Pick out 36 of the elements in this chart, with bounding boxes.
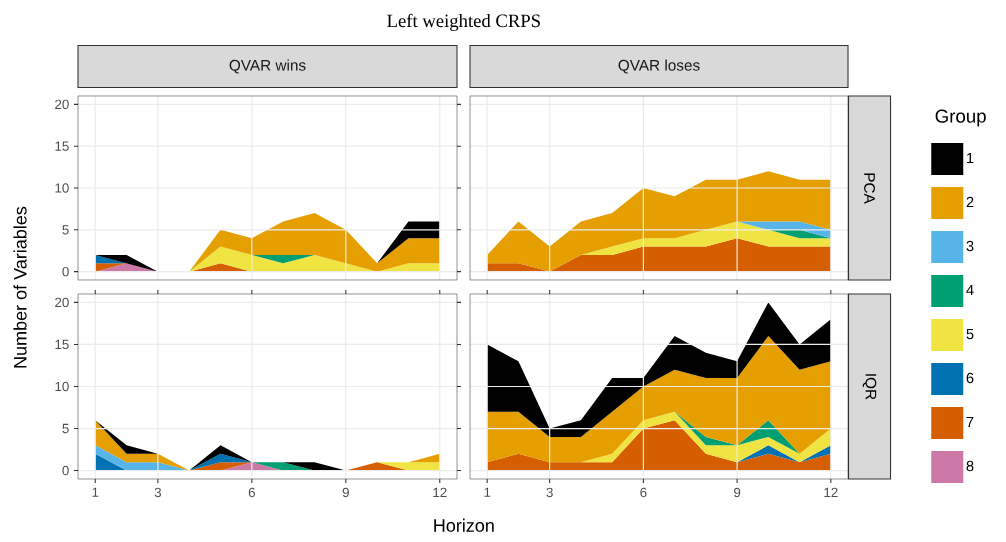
legend-label: 4 xyxy=(966,284,974,295)
y-axis-title: Number of Variables xyxy=(13,206,27,368)
legend-label: 8 xyxy=(966,460,974,472)
legend-label: 6 xyxy=(966,372,974,384)
x-tick-label: 9 xyxy=(734,487,741,498)
y-tick-label: 10 xyxy=(55,381,69,392)
x-tick-label: 6 xyxy=(248,487,255,498)
y-tick-label: 5 xyxy=(62,225,69,235)
y-tick-label: 20 xyxy=(55,297,69,308)
legend-label: 2 xyxy=(966,196,974,208)
y2-axis-title: PCA xyxy=(864,173,875,204)
x-tick-label: 3 xyxy=(154,487,162,498)
legend-label: 7 xyxy=(966,416,974,427)
legend-label: 3 xyxy=(966,240,974,252)
x-tick-label: 12 xyxy=(433,487,447,498)
text: Left weighted CRPS xyxy=(387,13,540,31)
x-axis-title: Horizon xyxy=(434,518,494,532)
y-tick-label: 15 xyxy=(55,141,69,151)
legend-label: 5 xyxy=(966,328,974,340)
x-tick-label: 1 xyxy=(92,487,99,497)
x-tick-label: 9 xyxy=(342,487,349,498)
chart-title: QVAR loses xyxy=(618,59,700,74)
y-tick-label: 0 xyxy=(62,266,69,277)
y-tick-label: 15 xyxy=(55,339,69,350)
x-tick-label: 1 xyxy=(484,487,491,497)
y-tick-label: 5 xyxy=(62,423,69,434)
legend-title: Group xyxy=(935,109,986,127)
y2-axis-title: IQR xyxy=(862,374,877,400)
x-tick-label: 3 xyxy=(546,487,553,498)
x-tick-label: 12 xyxy=(824,487,838,498)
chart-title: QVAR wins xyxy=(229,59,306,74)
y-tick-label: 0 xyxy=(62,465,69,476)
legend-label: 1 xyxy=(967,152,974,163)
y-tick-label: 20 xyxy=(55,99,69,110)
y-tick-label: 10 xyxy=(55,183,69,193)
x-tick-label: 6 xyxy=(640,487,647,498)
